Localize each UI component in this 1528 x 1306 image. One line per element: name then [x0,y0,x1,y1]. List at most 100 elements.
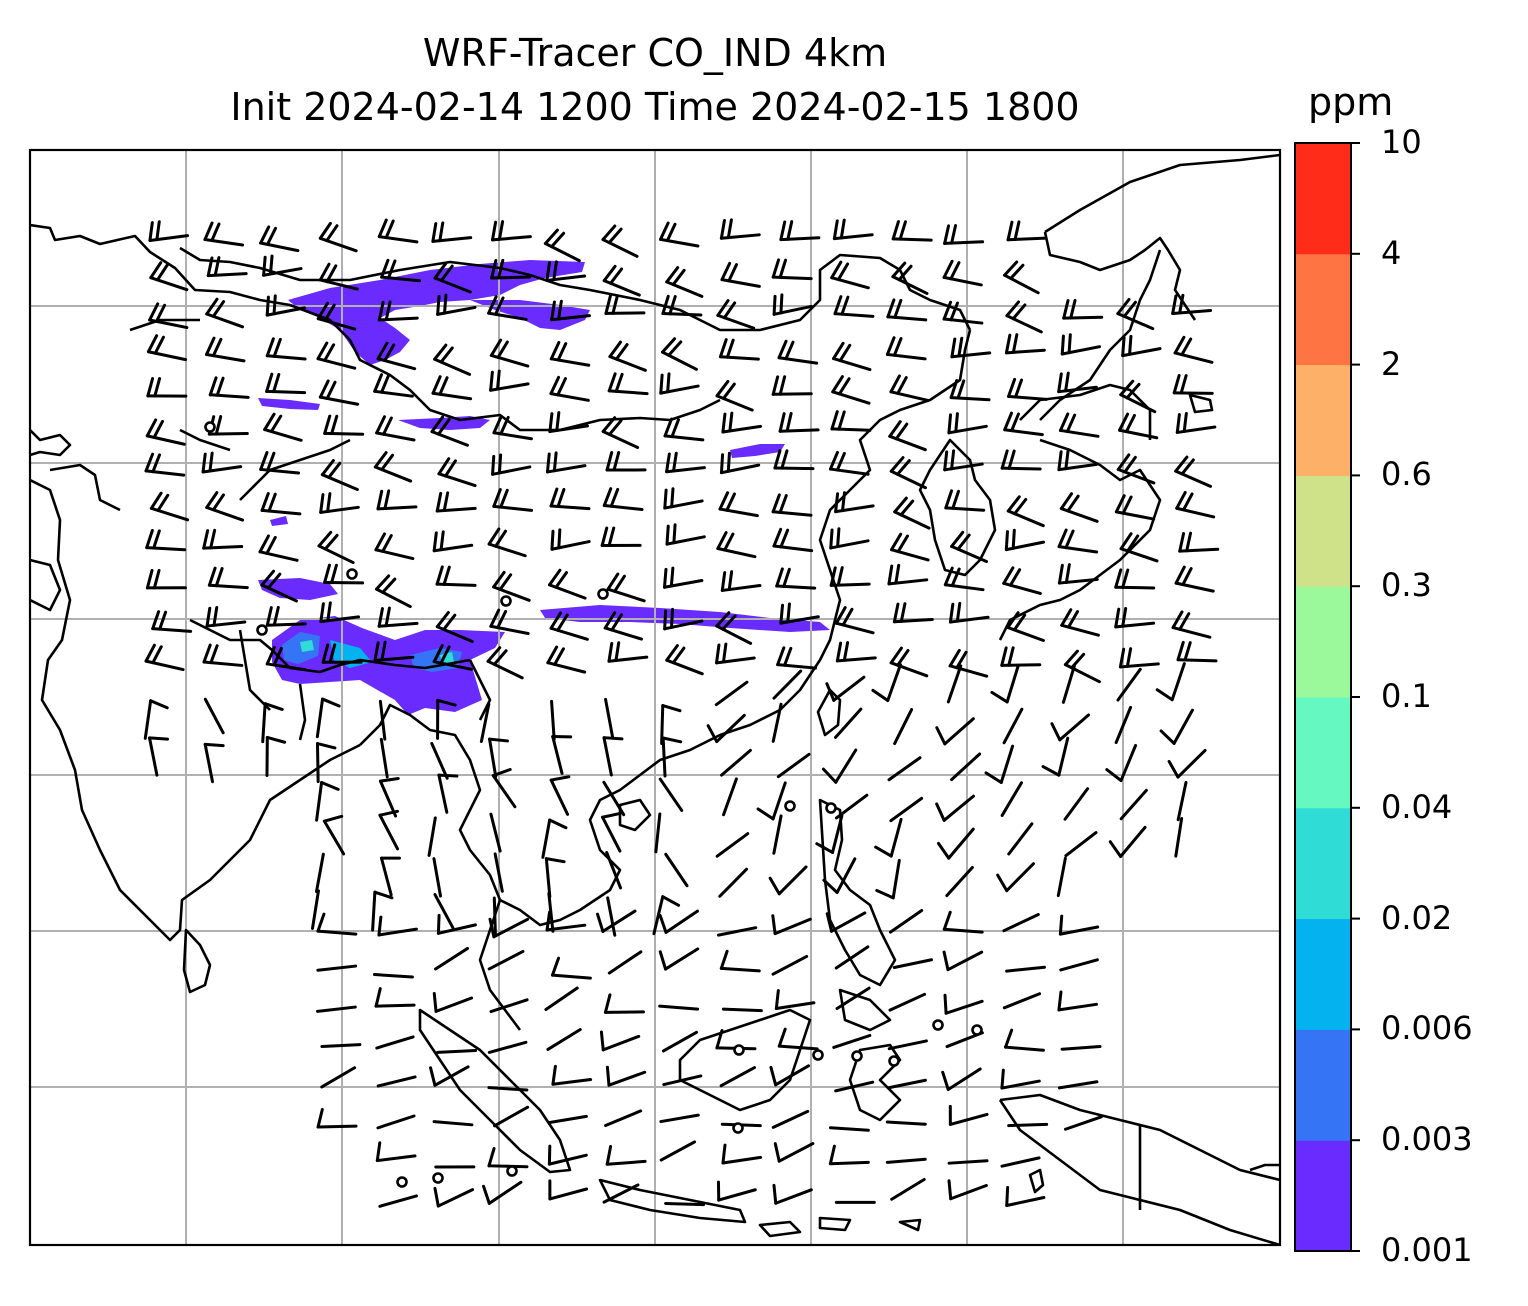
wind-barb [373,640,415,662]
wind-barb [942,259,983,287]
wind-barb [262,254,303,277]
wind-barb [319,492,360,514]
colorbar-segment [1295,1140,1351,1252]
wind-barb [261,702,284,744]
wind-barb [607,372,649,396]
coastline-segment [838,988,892,1032]
wind-barb [203,742,225,784]
wind-barb [720,748,752,777]
wind-barb [1114,606,1156,629]
wind-barb [205,606,247,628]
coastline-segment [289,303,721,432]
wind-barb [772,527,814,553]
wind-barb [661,1030,699,1053]
wind-barb [1057,990,1099,1012]
wind-barb [546,645,587,674]
wind-barb [604,697,615,739]
wind-barb [149,491,190,522]
wind-barb [148,736,169,777]
wind-barb [1062,298,1104,320]
coastline-segment [239,438,351,501]
wind-barb [482,1180,523,1205]
colorbar-tick-label: 0.04 [1381,787,1453,826]
colorbar-tick-label: 0.6 [1381,455,1432,494]
wind-barb [947,412,988,435]
wind-barb [265,372,307,395]
coastline-segment [848,1043,902,1122]
wind-barb [832,218,874,241]
wind-barb [1105,743,1138,783]
wind-barb [546,1028,582,1051]
wind-barb [719,949,761,973]
wind-barb [722,777,738,817]
wind-barb [601,224,639,258]
wind-barb [429,1065,470,1087]
wind-barb [830,410,872,432]
wind-barb [489,369,530,392]
wind-barb [771,258,813,281]
wind-barb [201,451,243,474]
wind-barb [541,818,568,859]
wind-barb [1041,736,1070,777]
map-subtitle: Init 2024-02-14 1200 Time 2024-02-15 180… [230,85,1080,129]
calm-wind-marker [733,1044,745,1056]
wind-barb [488,917,530,939]
wind-barb [659,221,700,248]
wind-barb [487,1147,529,1169]
colorbar-segment [1295,143,1351,255]
wind-barb [437,773,459,814]
wind-barb [1114,494,1156,521]
coastline-segment [298,683,307,741]
wind-barb [603,611,644,641]
wind-barb [1116,667,1142,702]
wind-barb [832,1033,872,1049]
wind-barb [771,375,813,396]
wind-barb [828,1144,870,1166]
wind-barb [720,570,762,592]
wind-barb [1000,449,1042,471]
wind-barb [146,377,188,398]
wind-barb [377,300,419,322]
coastline-segment [468,659,492,721]
wind-barb [606,896,617,937]
wind-barb [316,912,358,936]
calm-wind-marker [732,1122,744,1134]
wind-barb [377,915,418,937]
wind-barb [549,611,589,641]
wind-barb [318,262,359,291]
wind-barb [203,221,245,247]
wind-barb [548,1179,589,1201]
wind-barb [378,776,400,818]
wind-barb [316,341,357,370]
wind-barb [834,707,863,739]
wind-barb [665,644,704,676]
wind-barb [490,220,532,242]
wind-barb [886,298,928,322]
wind-barb [835,986,871,1010]
wind-barb [943,566,985,592]
wind-barb [715,379,754,412]
wind-barb [833,295,875,318]
wind-barb [935,794,975,822]
wind-barb [310,889,320,930]
wind-barb [832,341,872,372]
wind-barb [320,1066,357,1089]
wind-barb [885,1120,927,1126]
wind-barb [375,415,416,442]
coastline-segment [189,618,273,651]
wind-barb [144,452,186,477]
wind-barb [316,964,358,972]
wind-barb [436,698,457,740]
wind-barb [1171,293,1213,316]
wind-barb [551,735,573,775]
wind-barb [721,1007,763,1013]
coastline-segment [758,1220,802,1238]
wind-barb [941,1067,982,1091]
wind-barb [1174,565,1215,593]
wind-barb [320,458,359,492]
wind-barb [321,643,363,664]
wind-barb [315,742,337,784]
wind-barb [1116,297,1155,331]
coastline-segment [49,463,121,512]
coastline-segment [1039,249,1162,421]
